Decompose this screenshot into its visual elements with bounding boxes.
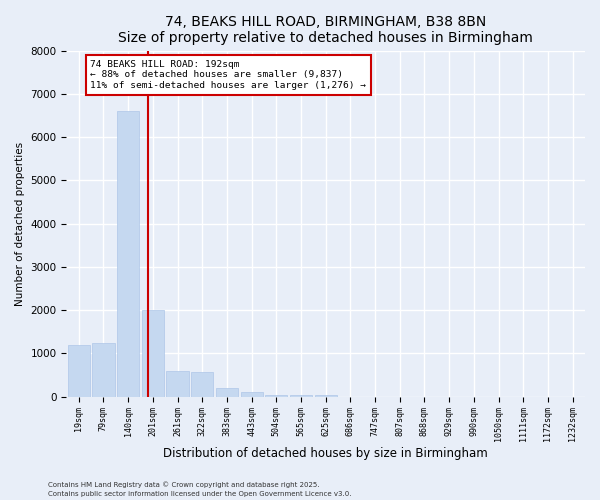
X-axis label: Distribution of detached houses by size in Birmingham: Distribution of detached houses by size … [163, 447, 488, 460]
Bar [265, 394, 287, 396]
Text: 74 BEAKS HILL ROAD: 192sqm
← 88% of detached houses are smaller (9,837)
11% of s: 74 BEAKS HILL ROAD: 192sqm ← 88% of deta… [91, 60, 367, 90]
Bar [191, 372, 214, 396]
Bar [142, 310, 164, 396]
Bar [68, 345, 90, 397]
Bar [216, 388, 238, 396]
Bar [241, 392, 263, 396]
Y-axis label: Number of detached properties: Number of detached properties [15, 142, 25, 306]
Bar [166, 371, 188, 396]
Title: 74, BEAKS HILL ROAD, BIRMINGHAM, B38 8BN
Size of property relative to detached h: 74, BEAKS HILL ROAD, BIRMINGHAM, B38 8BN… [118, 15, 533, 45]
Bar [92, 342, 115, 396]
Bar [117, 111, 139, 397]
Text: Contains public sector information licensed under the Open Government Licence v3: Contains public sector information licen… [48, 491, 352, 497]
Text: Contains HM Land Registry data © Crown copyright and database right 2025.: Contains HM Land Registry data © Crown c… [48, 482, 320, 488]
